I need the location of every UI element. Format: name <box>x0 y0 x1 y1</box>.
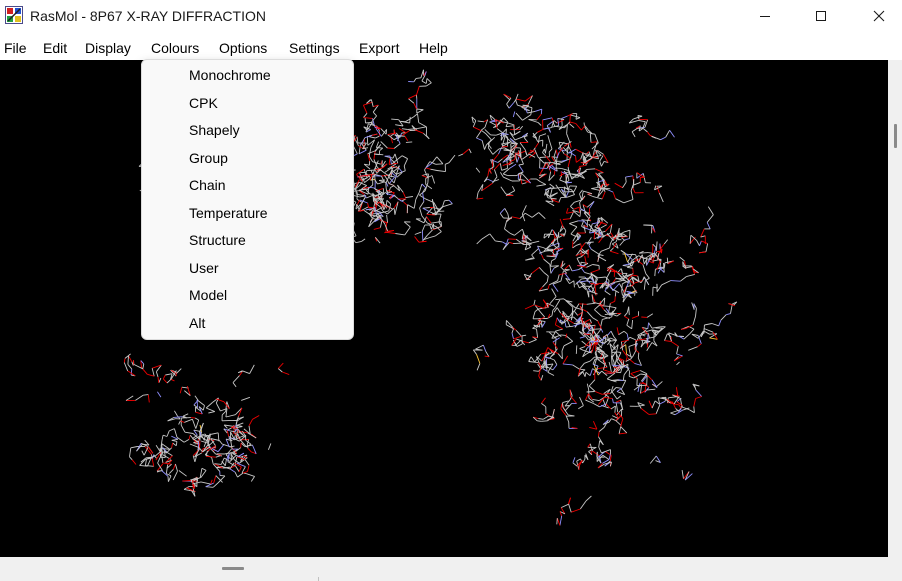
maximize-button[interactable] <box>792 0 850 32</box>
menu-bar: File Edit Display Colours Options Settin… <box>0 36 902 58</box>
close-icon <box>873 10 885 22</box>
minimize-icon <box>760 16 770 17</box>
molecule-wireframe <box>123 69 738 526</box>
menu-colours[interactable]: Colours <box>149 38 202 58</box>
horizontal-scroll-thumb[interactable] <box>222 567 244 570</box>
colours-item-group[interactable]: Group <box>189 150 228 166</box>
maximize-icon <box>816 11 826 21</box>
menu-export[interactable]: Export <box>359 40 400 56</box>
menu-options[interactable]: Options <box>219 40 268 56</box>
molecule-viewport[interactable] <box>0 60 888 557</box>
colours-item-shapely[interactable]: Shapely <box>189 122 240 138</box>
colours-item-user[interactable]: User <box>189 260 219 276</box>
colours-item-monochrome[interactable]: Monochrome <box>189 67 271 83</box>
scrollbar-divider <box>318 577 319 581</box>
menu-display[interactable]: Display <box>85 40 131 56</box>
colours-item-alt[interactable]: Alt <box>189 315 206 331</box>
colours-item-temperature[interactable]: Temperature <box>189 205 268 221</box>
vertical-scroll-thumb[interactable] <box>894 124 897 148</box>
close-button[interactable] <box>850 0 902 32</box>
colours-item-chain[interactable]: Chain <box>189 177 226 193</box>
colours-item-cpk[interactable]: CPK <box>189 95 218 111</box>
colours-dropdown-menu: Monochrome CPK Shapely Group Chain Tempe… <box>141 59 354 340</box>
menu-settings[interactable]: Settings <box>289 40 340 56</box>
colours-item-structure[interactable]: Structure <box>189 232 246 248</box>
menu-help[interactable]: Help <box>419 40 448 56</box>
window-title: RasMol - 8P67 X-RAY DIFFRACTION <box>30 8 266 24</box>
menu-edit[interactable]: Edit <box>43 40 68 56</box>
horizontal-scrollbar[interactable] <box>0 557 902 581</box>
title-bar: RasMol - 8P67 X-RAY DIFFRACTION <box>0 0 902 34</box>
rasmol-app-icon <box>5 6 23 24</box>
vertical-scrollbar[interactable] <box>888 60 902 557</box>
minimize-button[interactable] <box>736 0 794 32</box>
menu-file[interactable]: File <box>4 40 27 56</box>
colours-item-model[interactable]: Model <box>189 287 228 303</box>
